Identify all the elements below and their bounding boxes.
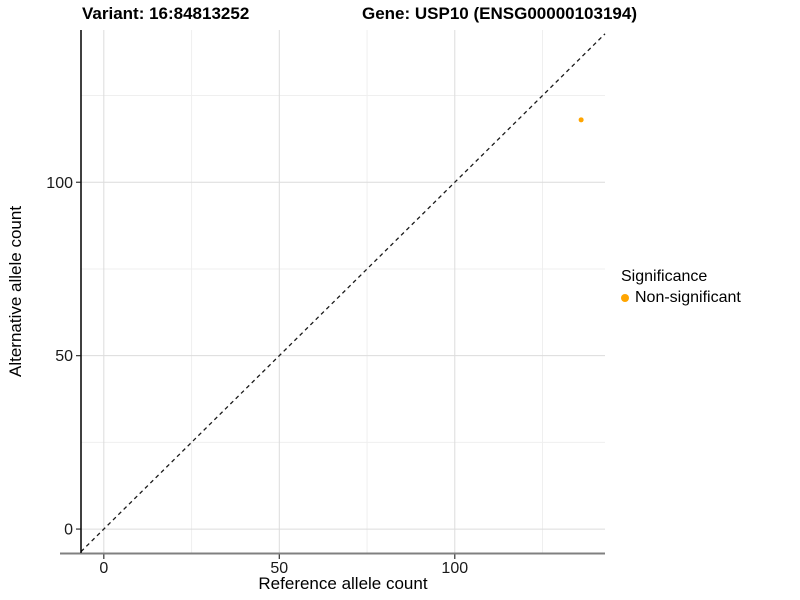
x-tick-label: 0	[99, 560, 108, 577]
legend-title: Significance	[621, 268, 708, 285]
x-tick-label: 100	[441, 560, 468, 577]
legend-entry-label: Non-significant	[635, 289, 741, 306]
y-tick-label: 100	[46, 175, 73, 192]
y-tick-label: 50	[55, 348, 73, 365]
x-axis-title: Reference allele count	[258, 574, 428, 593]
x-tick-label: 50	[270, 560, 288, 577]
legend: Significance Non-significant	[621, 267, 741, 307]
identity-dashed-line	[80, 33, 606, 553]
y-tick-label: 0	[64, 522, 73, 539]
plot-title-variant: Variant: 16:84813252	[82, 4, 250, 23]
plot-title-gene: Gene: USP10 (ENSG00000103194)	[362, 4, 637, 23]
legend-point-icon	[621, 294, 629, 302]
y-axis-title: Alternative allele count	[6, 205, 25, 378]
legend-entry: Non-significant	[621, 289, 741, 307]
data-point	[578, 117, 584, 123]
